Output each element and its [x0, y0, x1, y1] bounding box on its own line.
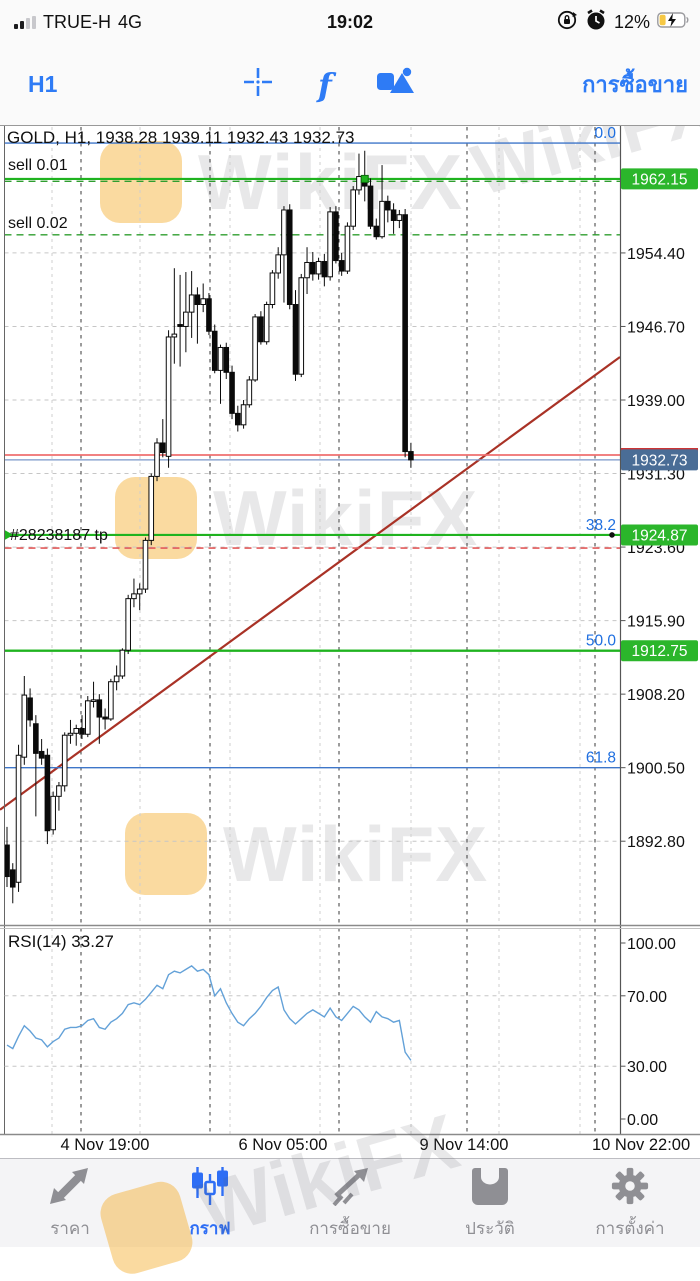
- price-scale: 1954.401946.701939.001931.301923.601915.…: [586, 125, 698, 851]
- price-badge: [621, 449, 698, 471]
- plot-borders: [0, 125, 700, 1136]
- tab-settings[interactable]: การตั้งค่า: [560, 1159, 700, 1247]
- rsi-scale-label: 30.00: [627, 1059, 667, 1076]
- rsi-scale-label: 70.00: [627, 989, 667, 1006]
- chart-toolbar: H1 f การซื้อขาย: [0, 44, 700, 125]
- chart-symbol-header: GOLD, H1, 1938.28 1939.11 1932.43 1932.7…: [7, 128, 355, 147]
- price-badge-label: 1962.15: [631, 171, 687, 188]
- price-scale-label: 1939.00: [627, 393, 685, 410]
- price-scale-label: 1892.80: [627, 834, 685, 851]
- trendline: [0, 356, 621, 811]
- fib-level-label: 0.0: [594, 125, 616, 142]
- rsi-panel: 100.00 70.00 30.00 0.00: [4, 936, 676, 1129]
- price-scale-label: 1915.90: [627, 614, 685, 631]
- price-scale-label: 1900.50: [627, 761, 685, 778]
- tab-trade[interactable]: การซื้อขาย: [280, 1159, 420, 1247]
- price-gridlines: [4, 252, 621, 842]
- chart-area[interactable]: WikiFX WikiFX WikiFX WikiFX 100.00 70.00 3…: [0, 125, 700, 1158]
- carrier-label: TRUE-H: [43, 11, 111, 32]
- alarm-icon: [585, 8, 607, 36]
- tp-left-marker: [4, 529, 14, 540]
- time-axis-label: 9 Nov 14:00: [420, 1136, 509, 1154]
- battery-percent: 12%: [613, 11, 650, 32]
- price-badge: [621, 168, 698, 190]
- tab-chart[interactable]: กราฟ: [140, 1159, 280, 1247]
- time-axis-label: 10 Nov 22:00: [592, 1136, 690, 1154]
- quotes-icon: [48, 1166, 92, 1211]
- time-axis-label: 4 Nov 19:00: [61, 1136, 150, 1154]
- time-axis-label: 6 Nov 05:00: [239, 1136, 328, 1154]
- price-badge-label: 1932.73: [631, 452, 687, 469]
- chart-icon: [189, 1166, 231, 1211]
- price-badge-label: 1912.75: [631, 643, 687, 660]
- order-lines: [4, 177, 621, 652]
- price-scale-label: 1931.30: [627, 467, 685, 484]
- objects-icon[interactable]: [374, 64, 416, 105]
- order-label-sell2: sell 0.02: [8, 215, 68, 232]
- order-label-sell1: sell 0.01: [8, 157, 68, 174]
- time-axis-labels: 4 Nov 19:00 6 Nov 05:00 9 Nov 14:00 10 Nov …: [61, 1136, 691, 1154]
- candlestick-series: [4, 150, 414, 904]
- rsi-scale-label: 100.00: [627, 936, 676, 953]
- rsi-line: [6, 965, 412, 1061]
- rotation-lock-icon: [556, 9, 578, 36]
- history-icon: [468, 1166, 512, 1211]
- fib-level-label: 61.8: [586, 750, 616, 767]
- price-badge: [621, 524, 698, 546]
- tab-quotes[interactable]: ราคา: [0, 1159, 140, 1247]
- tp-right-dot: [609, 532, 615, 538]
- network-label: 4G: [118, 11, 143, 32]
- price-scale-label: 1908.20: [627, 687, 685, 704]
- settings-icon: [609, 1166, 651, 1211]
- rsi-scale-label: 0.00: [627, 1112, 658, 1129]
- trade-button[interactable]: การซื้อขาย: [582, 72, 688, 97]
- rsi-indicator-label: RSI(14) 33.27: [8, 932, 114, 951]
- signal-bars-icon: [14, 15, 36, 29]
- crosshair-icon[interactable]: [240, 64, 276, 105]
- fib-level-label: 38.2: [586, 517, 616, 534]
- candlestick-chart[interactable]: 100.00 70.00 30.00 0.00 1954.40 1946.70 1939.0…: [0, 125, 700, 1158]
- tab-history[interactable]: ประวัติ: [420, 1159, 560, 1247]
- status-time: 19:02: [326, 11, 374, 32]
- price-scale-label: 1954.40: [627, 246, 685, 263]
- fib-level-label: 50.0: [586, 633, 617, 650]
- order-label-tp: #28238187 tp: [10, 527, 108, 544]
- battery-charging-icon: [657, 11, 690, 33]
- indicators-icon[interactable]: f: [318, 65, 332, 104]
- price-scale-label: 1946.70: [627, 319, 685, 336]
- status-bar: 19:02 TRUE-H 4G 12%: [0, 0, 700, 44]
- trade-icon: [328, 1166, 372, 1211]
- entry-marker: [360, 174, 369, 183]
- timeframe-button[interactable]: H1: [28, 71, 58, 97]
- bottom-tab-bar: ราคา กราฟ การซื้อขาย ประวัติ การตั้งค่า: [0, 1158, 700, 1247]
- time-gridlines: [51, 127, 596, 1134]
- price-badge-label: 1924.87: [631, 527, 687, 544]
- price-badge: [621, 640, 698, 662]
